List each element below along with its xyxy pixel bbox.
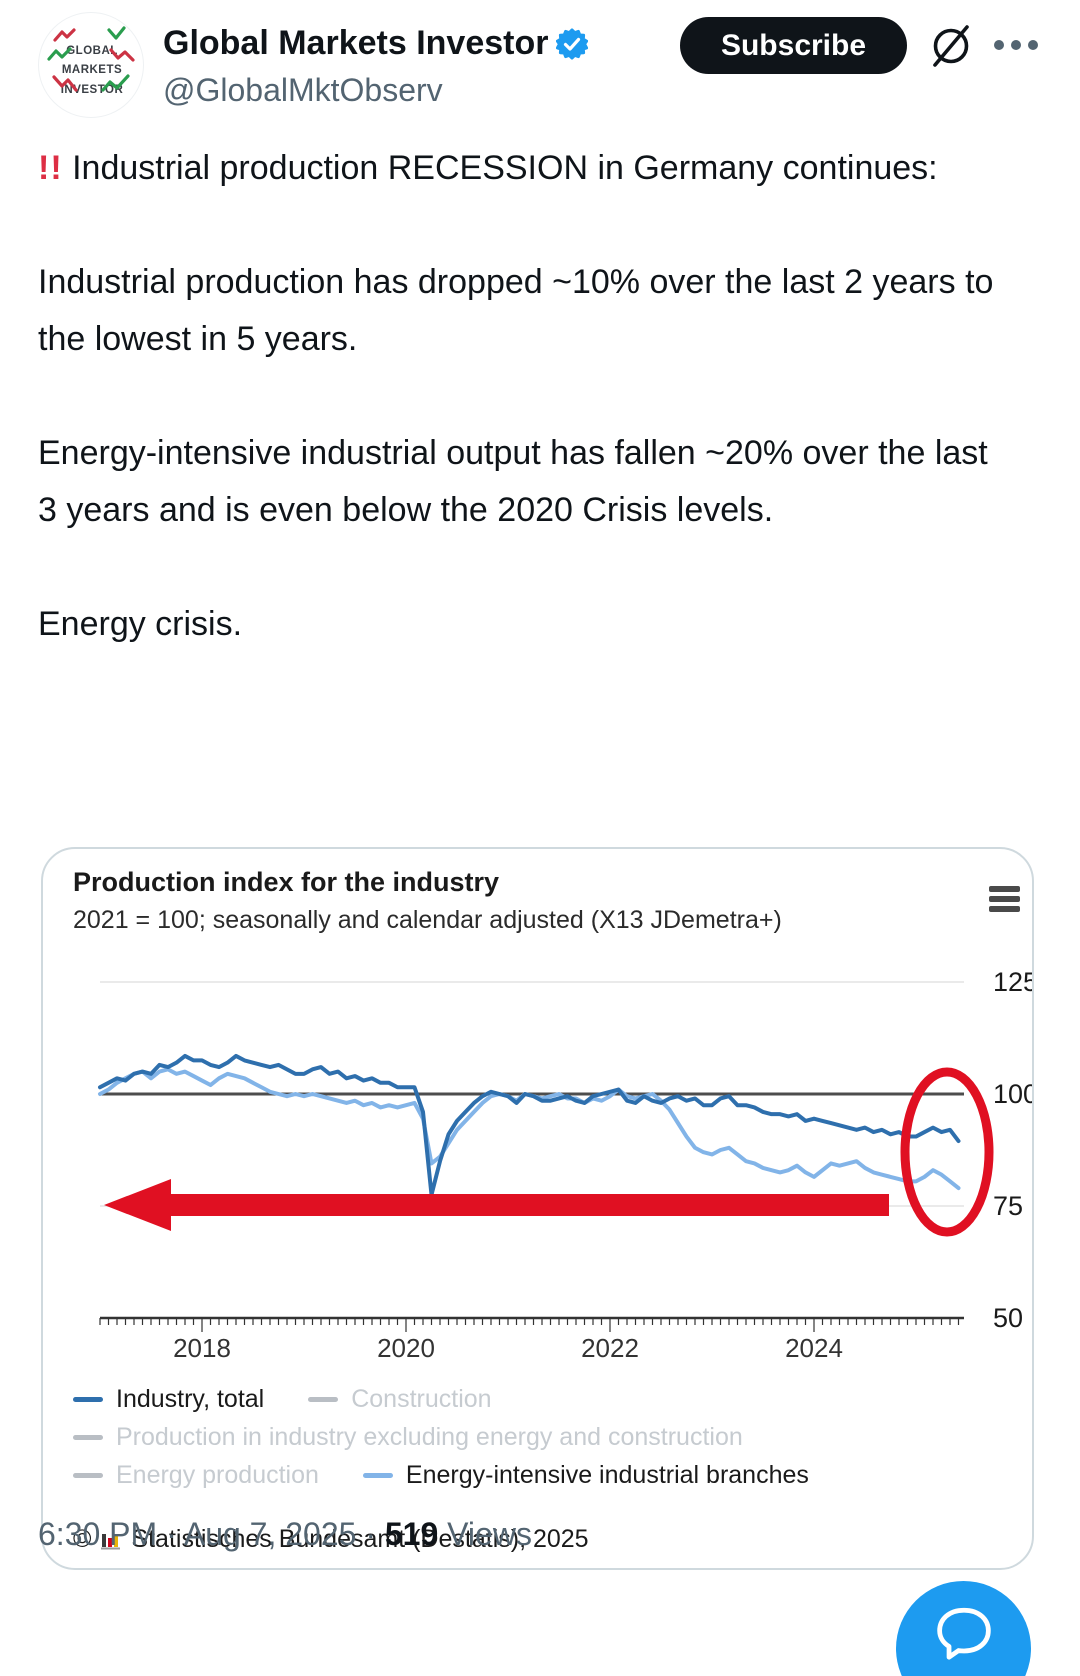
copyright-symbol: © [73,1525,92,1553]
tweet-paragraph: !! Industrial production RECESSION in Ge… [38,149,938,187]
production-index-chart: 125 100 75 50 2018 2020 2022 2024 [98,967,1032,1363]
subscribe-button[interactable]: Subscribe [680,17,907,74]
chart-source: © Statistisches Bundesamt (Destatis), 20… [73,1525,589,1554]
global-markets-investor-logo: GLOBAL MARKETS INVESTOR [40,14,142,116]
svg-text:75: 75 [993,1191,1023,1221]
svg-text:50: 50 [993,1303,1023,1333]
svg-text:2020: 2020 [377,1333,435,1363]
tweet-paragraph: Energy-intensive industrial output has f… [38,434,988,529]
chat-bubble-icon [936,1607,991,1660]
avatar-word-global: GLOBAL [66,45,118,57]
svg-text:2024: 2024 [785,1333,843,1363]
avatar[interactable]: GLOBAL MARKETS INVESTOR [38,12,144,118]
source-text: Statistisches Bundesamt (Destatis), 2025 [131,1525,589,1553]
tweet-paragraph: Industrial production has dropped ~10% o… [38,263,994,358]
tweet-paragraph: Energy crisis. [38,605,243,643]
timestamp-views: 6:30 PM · Aug 7, 2025 · 519 Views [38,1516,532,1552]
verified-badge-icon [556,28,589,59]
legend-item-energy-production[interactable]: Energy production [73,1461,319,1490]
user-handle[interactable]: @GlobalMktObserv [163,72,443,108]
svg-text:2018: 2018 [173,1333,231,1363]
svg-text:2022: 2022 [581,1333,639,1363]
legend-item-construction[interactable]: Construction [308,1385,492,1414]
legend-item-energy-intensive[interactable]: Energy-intensive industrial branches [362,1461,809,1490]
red-ellipse-annotation [900,1067,994,1237]
double-exclamation-emoji: !! [38,149,63,187]
more-menu-button[interactable] [994,32,1046,58]
chart-subtitle: 2021 = 100; seasonally and calendar adju… [73,906,782,934]
views-count: 519 [384,1516,439,1552]
legend-dash-icon [73,1397,103,1402]
reply-chat-fab[interactable] [896,1581,1031,1676]
chart-legend: Industry, total Construction Production … [73,1385,809,1499]
dot-icon [1011,40,1021,50]
svg-text:100: 100 [993,1079,1032,1109]
avatar-word-markets: MARKETS [62,64,122,76]
grok-icon[interactable] [926,21,976,71]
red-arrow-annotation [104,1179,889,1231]
legend-dash-icon [73,1473,103,1478]
legend-dash-icon [73,1435,103,1440]
legend-dash-icon [362,1473,393,1478]
legend-dash-icon [308,1397,339,1402]
chart-title: Production index for the industry [73,867,500,897]
legend-item-industry-total[interactable]: Industry, total [73,1385,264,1414]
svg-text:125: 125 [993,967,1032,997]
tweet-text: !! Industrial production RECESSION in Ge… [38,140,1003,710]
chart-menu-icon[interactable] [989,886,1023,914]
chart-card: 125 100 75 50 2018 2020 2022 2024 Production in… [41,847,1034,1570]
dot-icon [1028,40,1038,50]
dot-icon [994,40,1004,50]
display-name[interactable]: Global Markets Investor [163,24,549,62]
destatis-bars-icon [101,1533,121,1549]
legend-item-production-excl[interactable]: Production in industry excluding energy … [73,1423,743,1452]
